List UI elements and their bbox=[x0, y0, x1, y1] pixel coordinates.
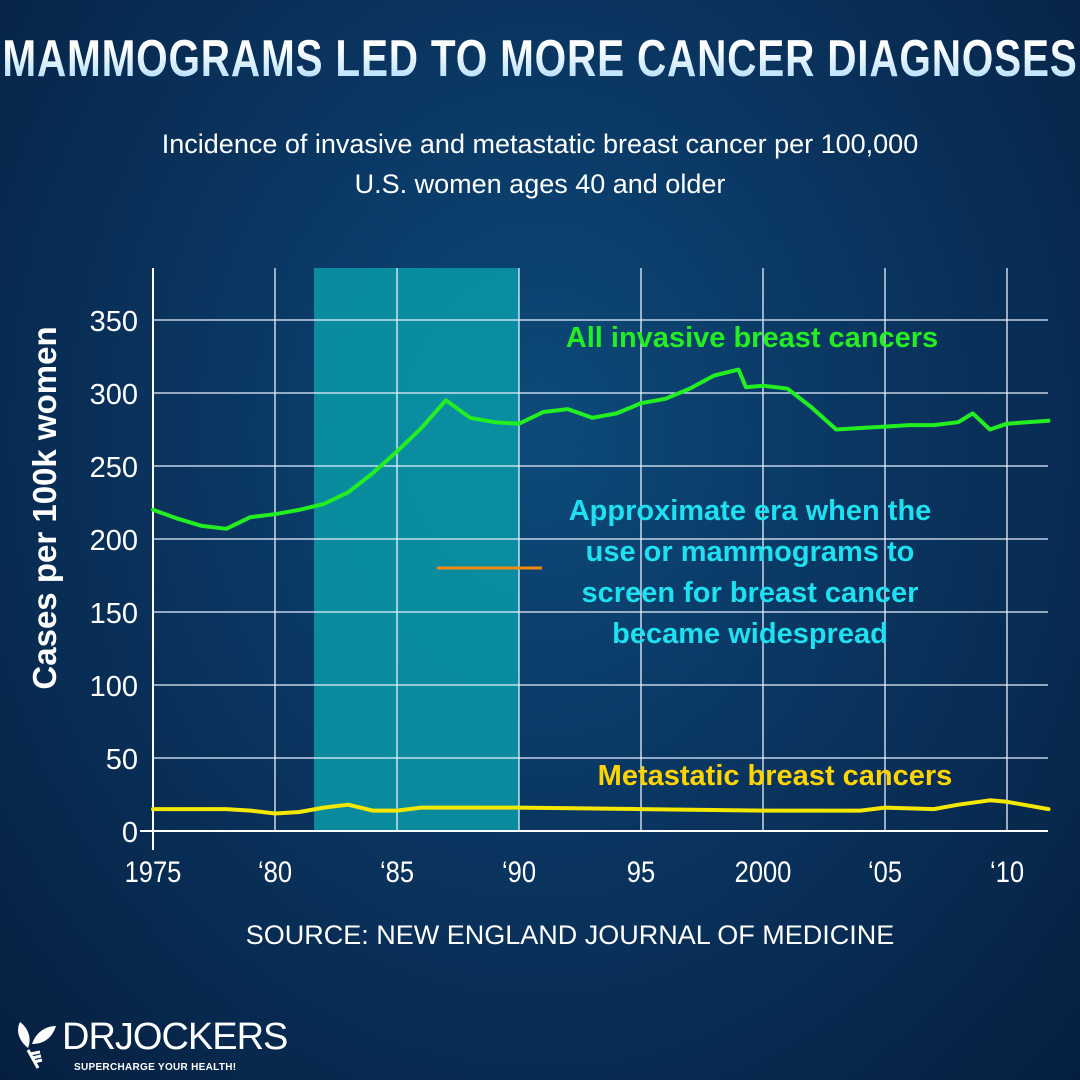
series-label-invasive: All invasive breast cancers bbox=[566, 322, 938, 354]
y-tick-label: 350 bbox=[90, 306, 138, 338]
page-title: MAMMOGRAMS LED TO MORE CANCER DIAGNOSES bbox=[2, 30, 1078, 88]
x-tick-label: ‘10 bbox=[990, 855, 1024, 888]
x-tick-label: ‘05 bbox=[868, 855, 902, 888]
grid-lines bbox=[153, 268, 1048, 831]
series-lines bbox=[151, 367, 1051, 816]
chart-subtitle: Incidence of invasive and metastatic bre… bbox=[0, 124, 1080, 204]
y-tick-label: 250 bbox=[90, 452, 138, 484]
y-tick-label: 50 bbox=[106, 744, 138, 776]
band-annotation-line: screen for breast cancer bbox=[582, 577, 919, 609]
y-tick-label: 150 bbox=[90, 598, 138, 630]
x-tick-label: 95 bbox=[627, 855, 655, 888]
y-tick-label: 300 bbox=[90, 379, 138, 411]
leaf-dna-icon bbox=[18, 1022, 56, 1069]
x-tick-label: 1975 bbox=[125, 855, 182, 888]
logo-name: DRJOCKERS bbox=[62, 1016, 288, 1058]
y-tick-label: 100 bbox=[90, 671, 138, 703]
x-tick-label: ‘80 bbox=[258, 855, 292, 888]
band-annotation-line: Approximate era when the bbox=[569, 495, 932, 527]
x-tick-label: 2000 bbox=[735, 855, 792, 888]
series-line-0 bbox=[151, 367, 1051, 531]
mammogram-era-band bbox=[314, 268, 519, 831]
subtitle-line-1: Incidence of invasive and metastatic bre… bbox=[161, 129, 919, 159]
axes bbox=[140, 268, 1048, 850]
band-annotation-line: use or mammograms to bbox=[586, 536, 915, 568]
y-tick-label: 200 bbox=[90, 525, 138, 557]
chart-labels: 0 50 100 150 200 250 300 350 1975 ‘80 ‘85 ‘90 95 2000… bbox=[90, 306, 1024, 888]
y-axis-label: Cases per 100k women bbox=[26, 326, 63, 689]
series-line-1 bbox=[151, 798, 1051, 816]
source-note: SOURCE: NEW ENGLAND JOURNAL OF MEDICINE bbox=[245, 920, 895, 950]
subtitle-line-2: U.S. women ages 40 and older bbox=[354, 169, 726, 199]
brand-logo: DRJOCKERS SUPERCHARGE YOUR HEALTH! bbox=[14, 1018, 304, 1076]
x-tick-label: ‘90 bbox=[502, 855, 536, 888]
y-tick-label: 0 bbox=[122, 817, 138, 849]
logo-tagline: SUPERCHARGE YOUR HEALTH! bbox=[74, 1062, 237, 1073]
x-tick-label: ‘85 bbox=[380, 855, 414, 888]
series-label-metastatic: Metastatic breast cancers bbox=[598, 760, 953, 792]
band-annotation-line: became widespread bbox=[612, 618, 888, 650]
